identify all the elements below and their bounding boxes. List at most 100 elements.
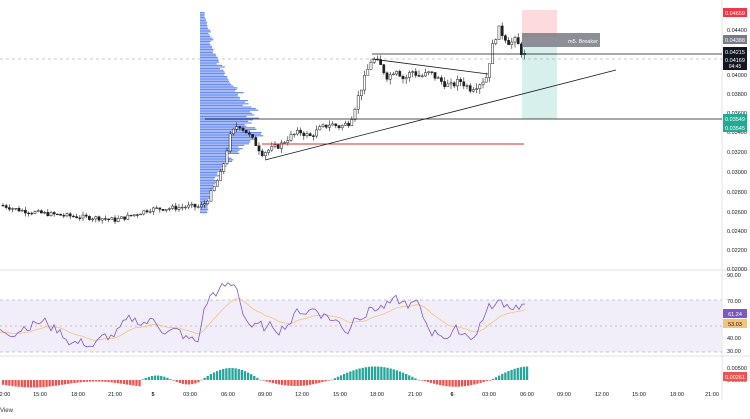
macd-histogram [2,366,529,388]
macd-axis[interactable]: 0.00500 0.00000 0.00261 [723,366,747,384]
candle-body [228,133,232,152]
volume-profile-bar [200,173,218,175]
candle-body [350,119,354,126]
macd-bar [243,371,247,380]
macd-bar [336,376,340,380]
macd-bar [222,368,225,380]
price-tick: 0.02200 [727,248,747,254]
macd-bar [491,378,495,380]
macd-bar [95,380,98,382]
macd-bar [525,366,529,380]
volume-profile-bar [200,114,255,116]
macd-bar [153,375,157,380]
candle-body [315,129,318,137]
rsi-axis[interactable]: 90.00 70.00 40.00 30.00 61.24 53.03 [723,273,747,355]
macd-bar [259,379,262,381]
macd-bar [20,380,23,388]
macd-bar [107,380,110,383]
candle-body [264,152,267,157]
macd-bar [262,380,265,381]
watermark: View [0,408,13,414]
candle-body [84,214,88,217]
candle-body [248,132,251,135]
macd-bar [429,380,433,383]
macd-bar [113,380,116,383]
price-tick: 0.02600 [727,210,747,216]
macd-bar [330,379,333,381]
volume-profile-bar [200,168,224,170]
candle-body [219,171,222,181]
candle-body [379,59,382,65]
volume-profile-bar [200,127,256,129]
macd-bar [57,380,61,386]
macd-bar [519,367,522,380]
candle-body [273,144,277,147]
volume-profile [200,12,264,214]
m5-breaker-box[interactable] [522,33,600,47]
macd-bar [370,366,374,380]
volume-profile-bar [200,210,208,212]
volume-profile-bar [200,55,217,57]
macd-bar [284,380,287,386]
candle-body [456,79,459,87]
candle-body [1,205,5,207]
macd-bar [405,373,408,380]
macd-bar [321,380,324,383]
candle-body [4,205,8,208]
candle-body [520,43,523,55]
candle-body [260,150,264,157]
macd-bar [157,375,160,380]
candle-body [43,212,46,214]
volume-profile-bar [200,28,209,30]
candle-body [110,217,114,220]
macd-bar [54,380,57,386]
volume-profile-bar [200,36,211,38]
macd-bar [513,368,516,380]
macd-bar [166,377,169,380]
volume-profile-bar [200,23,207,25]
macd-bar [172,380,175,381]
time-axis[interactable]: 2:00 15:00 18:00 21:00 5 03:00 06:00 09:00 12:00… [0,392,719,398]
volume-profile-bar [200,116,247,118]
candle-body [312,135,315,137]
badge-breaker-text: 0.04388 [725,38,745,44]
descending-wedge-line[interactable] [371,58,489,75]
candle-body [206,200,210,204]
macd-bar [318,380,321,383]
macd-bar [212,372,216,380]
macd-bar [138,380,141,387]
candle-body [33,211,37,214]
candle-body [478,84,482,89]
candle-body [334,123,338,127]
candle-body [344,122,347,126]
macd-bar [11,380,14,387]
candle-body [251,134,254,138]
price-tick: 0.03200 [727,150,747,156]
candle-body [212,186,216,191]
volume-profile-bar [200,194,209,196]
volume-profile-bar [200,21,208,23]
take-profit-zone[interactable] [522,46,557,119]
candle-body [254,137,258,146]
candle-body [91,218,94,220]
volume-profile-bar [200,66,225,68]
volume-profile-bar [200,125,247,127]
candle-body [267,149,270,153]
macd-bar [516,367,519,380]
macd-bar [290,380,293,386]
candle-body [17,208,21,212]
stop-loss-zone[interactable] [522,10,557,37]
candle-body [100,218,104,221]
candle-body [276,144,280,149]
macd-bar [349,371,352,380]
price-tick: 0.02000 [727,267,747,273]
macd-bar [470,380,473,386]
ascending-trendline[interactable] [264,69,617,161]
macd-bar [116,380,119,384]
candle-body [81,214,85,219]
macd-bar [246,372,250,380]
badge-breaker [723,35,747,44]
volume-profile-bar [200,109,259,111]
